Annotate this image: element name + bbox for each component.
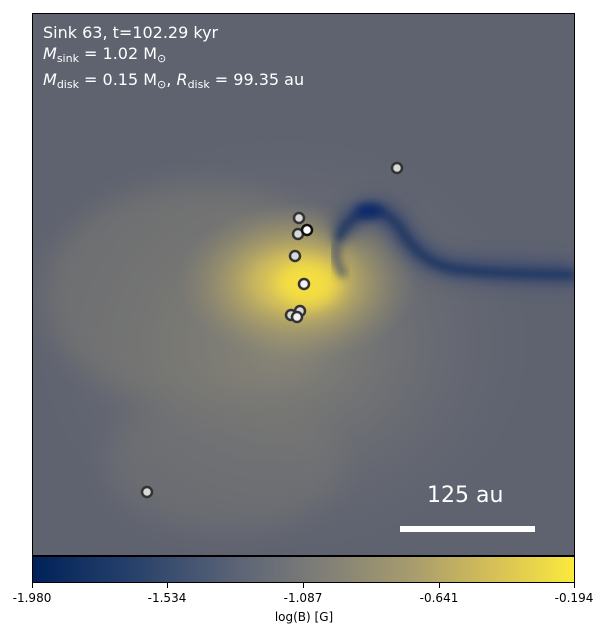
sink-title: Sink 63, t=102.29 kyr — [43, 23, 219, 42]
colorbar-tick-label: -0.641 — [419, 591, 459, 605]
sink-marker — [292, 211, 306, 225]
stream-knot — [355, 204, 383, 218]
scale-bar-label: 125 au — [427, 483, 504, 508]
colorbar-tick — [574, 583, 575, 588]
field-map: Sink 63, t=102.29 kyr Msink = 1.02 M⊙ Md… — [32, 13, 575, 556]
scale-bar — [400, 526, 535, 532]
sink-marker — [297, 277, 311, 291]
colorbar-tick — [32, 583, 33, 588]
disk-line: Mdisk = 0.15 M⊙, Rdisk = 99.35 au — [43, 70, 305, 91]
colorbar — [32, 556, 575, 583]
sink-marker — [290, 310, 304, 324]
sink-marker — [140, 485, 154, 499]
stream-tail — [331, 240, 349, 280]
colorbar-tick — [303, 583, 304, 588]
sink-particles — [140, 161, 404, 499]
colorbar-tick — [439, 583, 440, 588]
field-lobe-bottom — [103, 394, 343, 534]
sink-info: Sink 63, t=102.29 kyr Msink = 1.02 M⊙ Md… — [43, 22, 304, 95]
sink-marker — [390, 161, 404, 175]
colorbar-tick-label: -0.194 — [554, 591, 594, 605]
colorbar-tick-label: -1.534 — [147, 591, 187, 605]
colorbar-tick-label: -1.980 — [12, 591, 52, 605]
sink-marker — [300, 223, 314, 237]
colorbar-label: log(B) [G] — [274, 610, 334, 624]
sink-marker — [288, 249, 302, 263]
colorbar-tick-label: -1.087 — [283, 591, 323, 605]
field-map-image — [33, 14, 574, 555]
colorbar-tick — [167, 583, 168, 588]
sink-mass-line: Msink = 1.02 M⊙ — [43, 44, 167, 65]
